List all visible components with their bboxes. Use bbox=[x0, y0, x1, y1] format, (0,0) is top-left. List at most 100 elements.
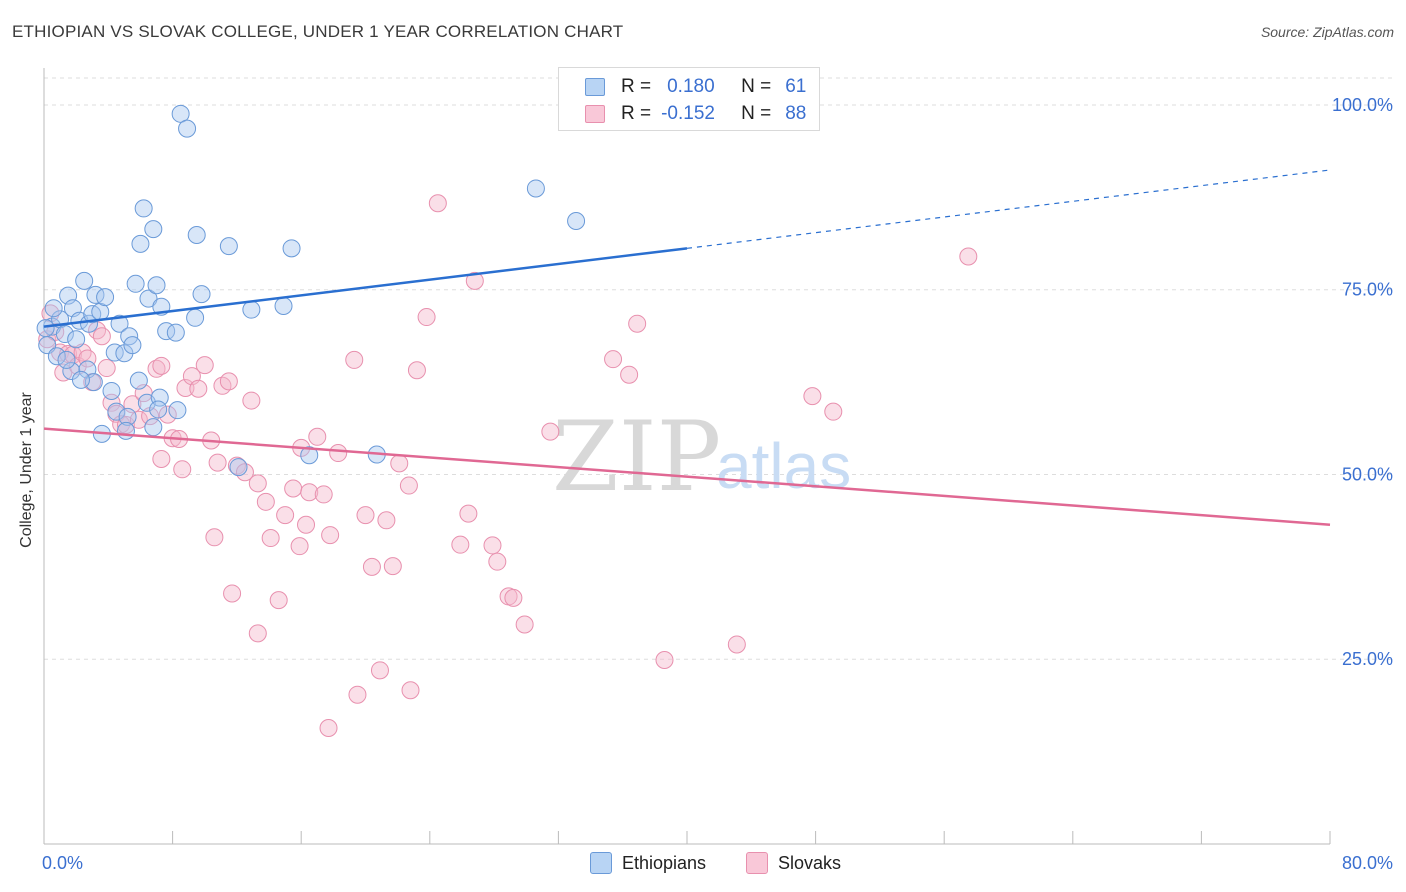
legend-n-label: N = bbox=[741, 76, 772, 97]
ethiopian-point bbox=[168, 401, 187, 420]
ethiopian-point bbox=[36, 319, 55, 338]
slovak-point bbox=[628, 314, 647, 333]
chart-title: ETHIOPIAN VS SLOVAK COLLEGE, UNDER 1 YEA… bbox=[12, 22, 624, 41]
ethiopian-point bbox=[57, 350, 76, 369]
ethiopian-point bbox=[129, 371, 148, 390]
legend-r-value: -0.152 bbox=[661, 103, 715, 124]
ethiopian-point bbox=[126, 274, 145, 293]
slovak-point bbox=[383, 557, 402, 576]
slovak-point bbox=[219, 372, 238, 391]
slovak-point bbox=[261, 529, 280, 548]
bottom-legend-swatch-ethiopians bbox=[590, 852, 612, 874]
slovak-point bbox=[329, 444, 348, 463]
ethiopian-point bbox=[219, 237, 238, 256]
ethiopian-point bbox=[47, 347, 66, 366]
ethiopian-point bbox=[105, 343, 124, 362]
legend-n-value: 61 bbox=[785, 76, 807, 97]
ethiopian-point bbox=[242, 300, 261, 319]
slovak-point bbox=[297, 515, 316, 534]
slovak-point bbox=[620, 365, 639, 384]
ethiopian-point bbox=[144, 418, 163, 437]
ethiopian-point bbox=[187, 226, 206, 245]
y-tick-label: 50.0% bbox=[1342, 464, 1393, 484]
ethiopian-point bbox=[282, 239, 301, 258]
ethiopian-point bbox=[150, 388, 169, 407]
slovak-point bbox=[959, 247, 978, 266]
slovak-point bbox=[308, 427, 327, 446]
slovak-point bbox=[147, 359, 166, 378]
bottom-legend-label-slovaks: Slovaks bbox=[778, 852, 842, 873]
correlation-legend: R = 0.180 N = 61 R = -0.152 N = 88 bbox=[558, 67, 820, 131]
ethiopian-point bbox=[186, 308, 205, 327]
ethiopian-point bbox=[75, 271, 94, 290]
slovak-point bbox=[504, 588, 523, 607]
ethiopian-point bbox=[157, 322, 176, 341]
legend-row-slovaks: R = -0.152 N = 88 bbox=[559, 100, 806, 128]
y-tick-label: 100.0% bbox=[1332, 95, 1393, 115]
slovak-point bbox=[248, 474, 267, 493]
slovak-point bbox=[276, 506, 295, 525]
ethiopian-point bbox=[192, 285, 211, 304]
ethiopian-point bbox=[110, 314, 129, 333]
legend-n-value: 88 bbox=[785, 103, 807, 124]
ethiopian-point bbox=[300, 446, 319, 465]
ethiopian-point bbox=[526, 179, 545, 198]
slovak-point bbox=[158, 405, 177, 424]
slovak-point bbox=[242, 391, 261, 410]
ethiopian-point bbox=[274, 296, 293, 315]
slovak-point bbox=[290, 537, 309, 556]
slovak-point bbox=[407, 361, 426, 380]
bottom-legend-label-ethiopians: Ethiopians bbox=[622, 852, 707, 873]
legend-row-ethiopians: R = 0.180 N = 61 bbox=[559, 73, 806, 101]
slovak-point bbox=[803, 387, 822, 406]
ethiopian-point bbox=[96, 288, 115, 307]
ethiopian-point bbox=[147, 276, 166, 295]
slovak-point bbox=[176, 379, 195, 398]
legend-swatch-slovaks bbox=[585, 105, 605, 123]
watermark-atlas: atlas bbox=[716, 430, 851, 502]
grid-layer bbox=[44, 77, 1394, 660]
y-tick-label: 25.0% bbox=[1342, 649, 1393, 669]
slovak-point bbox=[727, 635, 746, 654]
slovak-point bbox=[269, 591, 288, 610]
slovak-point bbox=[348, 685, 367, 704]
slovak-point bbox=[59, 345, 78, 364]
slovak-point bbox=[824, 402, 843, 421]
slovak-point bbox=[205, 528, 224, 547]
axis-layer bbox=[43, 68, 1331, 845]
ethiopian-point bbox=[149, 400, 168, 419]
slovak-point bbox=[284, 479, 303, 498]
ethiopians-trend-extension bbox=[686, 169, 1331, 249]
slovak-point bbox=[314, 485, 333, 504]
ethiopian-point bbox=[229, 458, 248, 477]
ethiopian-point bbox=[118, 407, 137, 426]
slovak-point bbox=[92, 327, 111, 346]
slovak-point bbox=[483, 536, 502, 555]
ethiopian-point bbox=[102, 381, 121, 400]
slovaks-trend-line bbox=[43, 427, 1331, 526]
slovak-point bbox=[41, 304, 60, 323]
slovak-point bbox=[399, 476, 418, 495]
source-note: Source: ZipAtlas.com bbox=[1260, 24, 1394, 40]
slovak-point bbox=[208, 453, 227, 472]
slovak-point bbox=[256, 492, 275, 511]
bottom-legend-slovaks: Slovaks bbox=[746, 852, 841, 874]
slovak-point bbox=[541, 422, 560, 441]
legend-r-value: 0.180 bbox=[667, 76, 715, 97]
slovak-point bbox=[248, 624, 267, 643]
slovak-point bbox=[173, 460, 192, 479]
slovak-point bbox=[152, 449, 171, 468]
slovak-point bbox=[195, 356, 214, 375]
slovak-point bbox=[321, 526, 340, 545]
ethiopian-point bbox=[166, 323, 185, 342]
legend-swatch-ethiopians bbox=[585, 78, 605, 96]
slovak-point bbox=[488, 552, 507, 571]
slovak-point bbox=[459, 504, 478, 523]
bottom-legend-ethiopians: Ethiopians bbox=[590, 852, 706, 874]
legend-r-label: R = bbox=[621, 103, 652, 124]
slovak-point bbox=[223, 584, 242, 603]
slovak-point bbox=[97, 359, 116, 378]
ethiopian-point bbox=[67, 330, 86, 349]
slovaks-points bbox=[38, 194, 978, 737]
